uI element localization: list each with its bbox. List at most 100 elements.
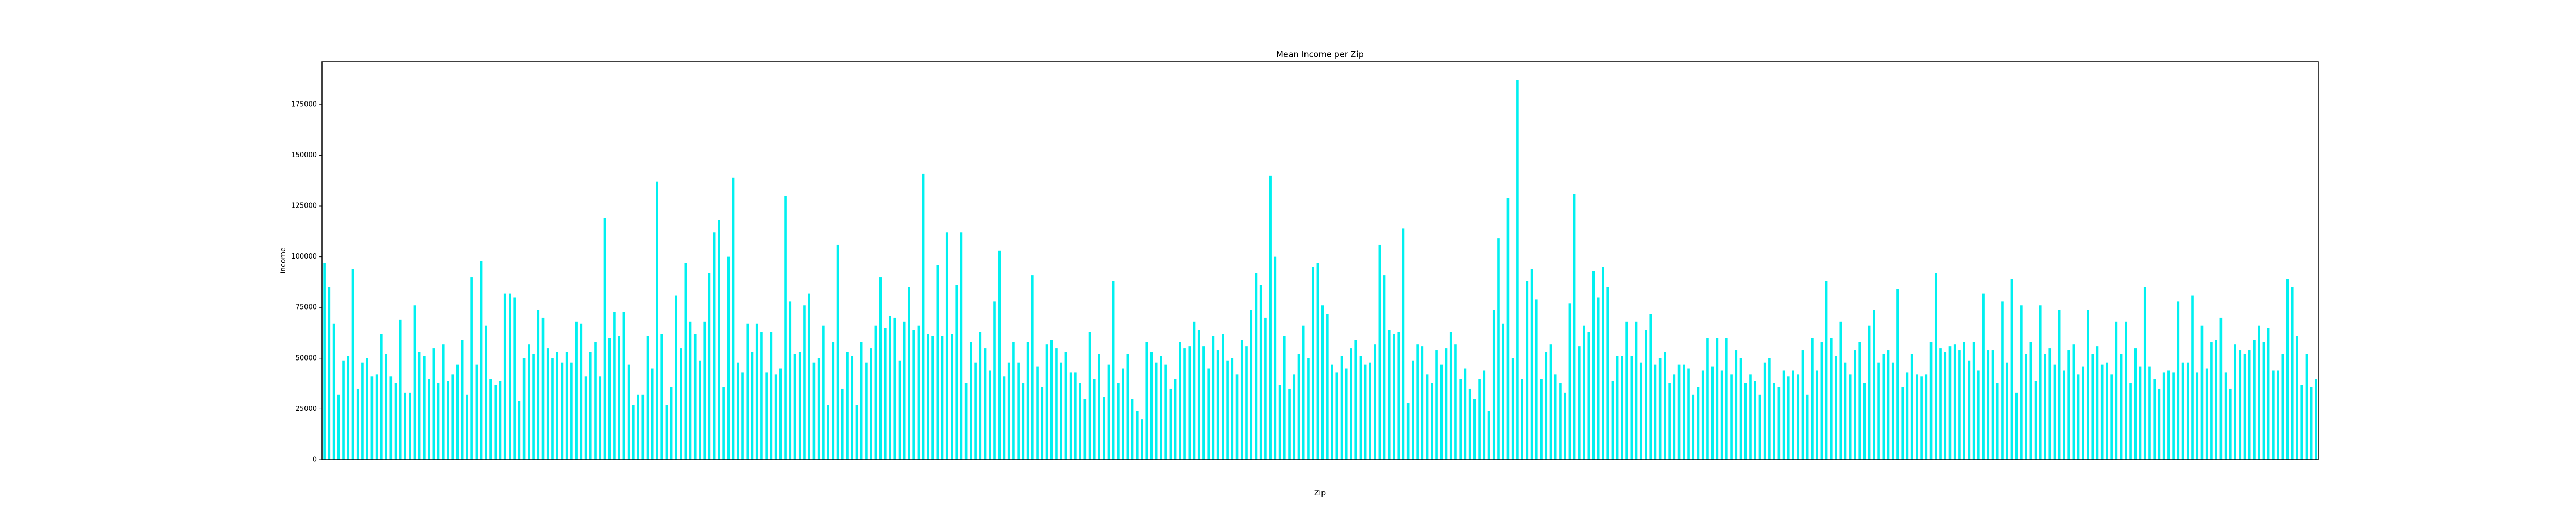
bar bbox=[1972, 342, 1975, 460]
bar bbox=[442, 344, 445, 460]
bar bbox=[532, 354, 535, 460]
bar bbox=[385, 354, 387, 460]
bar bbox=[2015, 392, 2018, 460]
bar bbox=[922, 173, 925, 460]
bar bbox=[884, 328, 887, 460]
bar bbox=[2025, 354, 2027, 460]
bar bbox=[1806, 394, 1809, 460]
bar bbox=[693, 334, 697, 460]
bar bbox=[2048, 348, 2052, 460]
bar bbox=[1934, 273, 1937, 460]
bar bbox=[1136, 411, 1139, 460]
bar bbox=[2087, 310, 2089, 460]
bar bbox=[1107, 364, 1110, 460]
bar bbox=[1354, 340, 1358, 460]
bar bbox=[1231, 358, 1234, 460]
bar bbox=[1364, 364, 1367, 460]
bar bbox=[1117, 383, 1120, 460]
bar bbox=[1697, 387, 1700, 460]
bar bbox=[970, 342, 972, 460]
bar bbox=[1825, 281, 1828, 460]
bar bbox=[1948, 346, 1952, 460]
bar bbox=[537, 310, 540, 460]
bar bbox=[836, 244, 839, 460]
bar bbox=[1174, 379, 1177, 460]
bar bbox=[2248, 350, 2251, 460]
bar bbox=[594, 342, 597, 460]
bar bbox=[509, 293, 511, 460]
bar bbox=[699, 360, 701, 460]
bar bbox=[646, 336, 649, 460]
bar bbox=[660, 334, 663, 460]
bar bbox=[1720, 370, 1723, 460]
bar bbox=[2253, 340, 2256, 460]
bar bbox=[1069, 372, 1072, 460]
bar bbox=[2224, 372, 2227, 460]
bar bbox=[1350, 348, 1352, 460]
bar bbox=[1664, 352, 1666, 460]
bar bbox=[428, 379, 430, 460]
bar bbox=[1820, 342, 1823, 460]
bar bbox=[684, 263, 687, 460]
bar bbox=[2267, 328, 2270, 460]
bar bbox=[2106, 362, 2108, 460]
bar bbox=[480, 261, 483, 460]
bar bbox=[974, 362, 977, 460]
bar bbox=[822, 325, 825, 460]
bar bbox=[2058, 310, 2061, 460]
bar bbox=[1331, 364, 1333, 460]
bar bbox=[2167, 370, 2170, 460]
bar bbox=[798, 352, 801, 460]
bar bbox=[608, 338, 611, 460]
bar bbox=[779, 368, 782, 460]
y-tick-label: 100000 bbox=[291, 253, 317, 261]
bar bbox=[2277, 370, 2279, 460]
bar bbox=[827, 405, 829, 460]
bar bbox=[484, 325, 487, 460]
bar bbox=[1197, 330, 1200, 460]
bar bbox=[1255, 273, 1258, 460]
bar bbox=[1022, 383, 1025, 460]
bar bbox=[1649, 314, 1652, 460]
bar bbox=[437, 383, 440, 460]
y-tick-label: 125000 bbox=[291, 202, 317, 210]
bar bbox=[580, 323, 583, 460]
bar bbox=[1925, 374, 1928, 460]
bar bbox=[713, 232, 716, 460]
bar bbox=[565, 352, 568, 460]
bar bbox=[736, 362, 739, 460]
bar bbox=[2110, 374, 2113, 460]
bar bbox=[375, 374, 378, 460]
bar bbox=[1792, 370, 1794, 460]
bar bbox=[841, 388, 844, 460]
bar bbox=[570, 362, 573, 460]
bar bbox=[1645, 330, 1647, 460]
bar bbox=[2006, 362, 2008, 460]
bar bbox=[2258, 325, 2260, 460]
bar bbox=[1012, 342, 1015, 460]
bar bbox=[1421, 346, 1424, 460]
bar bbox=[2125, 321, 2127, 460]
bar bbox=[1378, 244, 1381, 460]
bar bbox=[1863, 383, 1866, 460]
bar bbox=[337, 394, 340, 460]
bar bbox=[1036, 366, 1039, 460]
bar bbox=[589, 352, 592, 460]
bar bbox=[770, 332, 773, 460]
bar bbox=[870, 348, 872, 460]
bar bbox=[2229, 388, 2232, 460]
bar bbox=[1060, 362, 1062, 460]
bar bbox=[1891, 362, 1894, 460]
bar bbox=[656, 181, 658, 460]
bar bbox=[499, 381, 502, 460]
bar bbox=[1668, 383, 1671, 460]
bar bbox=[1929, 342, 1933, 460]
bar bbox=[1849, 374, 1852, 460]
bar bbox=[1369, 362, 1371, 460]
bar bbox=[461, 340, 464, 460]
bar bbox=[1877, 362, 1880, 460]
bar bbox=[2077, 374, 2080, 460]
bar bbox=[1387, 330, 1391, 460]
bar bbox=[1426, 374, 1429, 460]
bar bbox=[409, 392, 411, 460]
